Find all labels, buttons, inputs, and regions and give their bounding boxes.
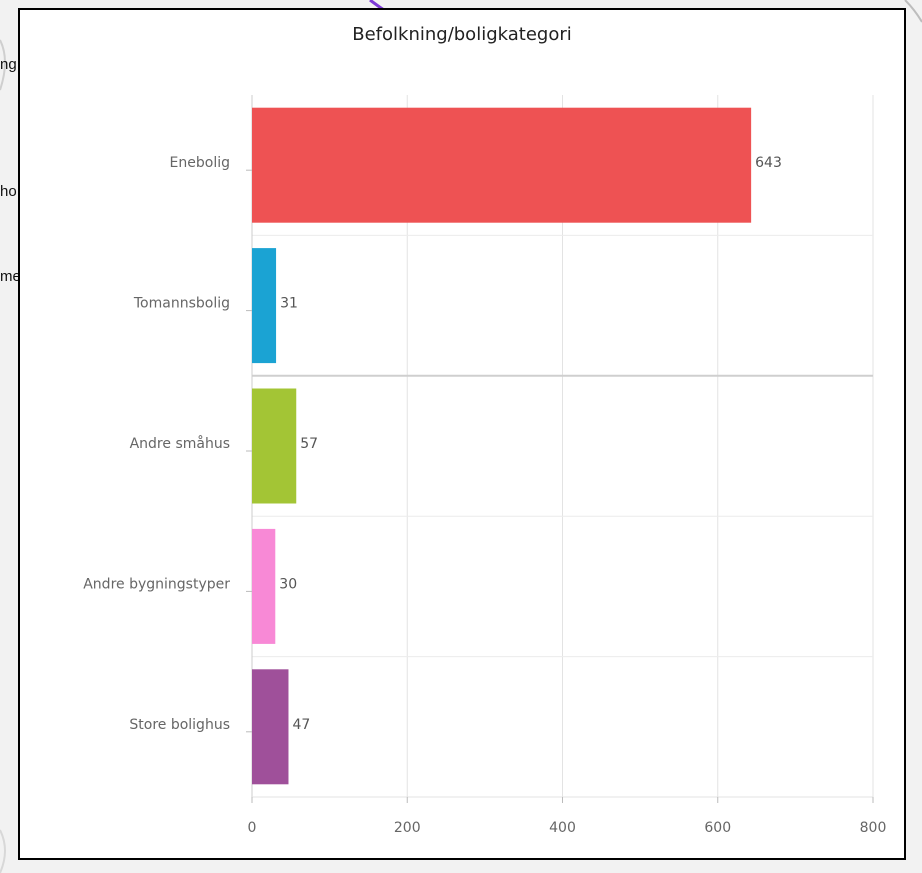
data-label: 30 (279, 576, 297, 592)
x-tick-label: 200 (394, 820, 421, 836)
bar (252, 528, 276, 644)
x-tick-label: 400 (549, 820, 576, 836)
bar-chart: 0 200 400 600 800 Enebolig 643 Tomannsbolig 31 An… (83, 95, 887, 836)
x-tick-label: 0 (248, 820, 257, 836)
x-tick-label: 800 (860, 820, 887, 836)
data-label: 31 (280, 296, 298, 312)
chart-title: Befolkning/boligkategori (352, 24, 572, 45)
bar (252, 107, 752, 223)
data-label: 57 (300, 436, 318, 452)
data-label: 47 (292, 717, 310, 733)
category-label: Store bolighus (129, 717, 230, 733)
category-label: Tomannsbolig (133, 296, 230, 312)
category-label: Andre bygningstyper (83, 576, 230, 592)
category-label: Enebolig (170, 155, 230, 171)
map-label: ho (0, 183, 17, 200)
map-label: ng (0, 56, 17, 73)
bar (252, 388, 297, 504)
map-label: me (0, 268, 20, 285)
x-tick-label: 600 (704, 820, 731, 836)
bar (252, 248, 277, 364)
category-label: Andre småhus (130, 435, 230, 452)
bar (252, 669, 289, 785)
chart-panel: Befolkning/boligkategori 0 200 400 600 800 En… (18, 8, 906, 860)
data-label: 643 (755, 155, 782, 171)
